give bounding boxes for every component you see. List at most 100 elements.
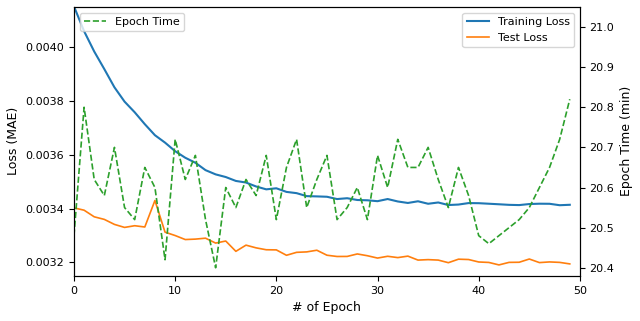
- Test Loss: [364, 254, 371, 258]
- Test Loss: [283, 253, 291, 257]
- Test Loss: [424, 258, 432, 262]
- Test Loss: [212, 241, 220, 245]
- Training Loss: [262, 187, 270, 191]
- Test Loss: [252, 246, 260, 250]
- Test Loss: [262, 248, 270, 252]
- Test Loss: [525, 257, 533, 261]
- Epoch Time: [465, 194, 472, 197]
- Training Loss: [70, 4, 78, 8]
- Training Loss: [414, 199, 422, 203]
- Training Loss: [131, 110, 138, 114]
- Epoch Time: [151, 186, 159, 189]
- Training Loss: [161, 141, 169, 144]
- Epoch Time: [394, 137, 402, 141]
- Epoch Time: [546, 166, 554, 169]
- Training Loss: [191, 161, 199, 165]
- Test Loss: [435, 258, 442, 262]
- Test Loss: [191, 237, 199, 241]
- Training Loss: [90, 49, 98, 53]
- Epoch Time: [495, 234, 503, 238]
- Test Loss: [333, 255, 341, 258]
- Training Loss: [475, 201, 483, 205]
- Epoch Time: [525, 206, 533, 210]
- Epoch Time: [252, 194, 260, 197]
- Training Loss: [222, 175, 230, 179]
- Epoch Time: [222, 186, 230, 189]
- Training Loss: [232, 179, 240, 183]
- Test Loss: [394, 256, 402, 260]
- Test Loss: [222, 239, 230, 243]
- Test Loss: [384, 254, 392, 258]
- Training Loss: [151, 133, 159, 137]
- Test Loss: [141, 225, 148, 229]
- Training Loss: [465, 201, 472, 205]
- Epoch Time: [161, 258, 169, 262]
- Training Loss: [374, 199, 381, 203]
- Training Loss: [364, 198, 371, 202]
- Epoch Time: [191, 153, 199, 157]
- Test Loss: [454, 257, 462, 261]
- Epoch Time: [343, 206, 351, 210]
- Test Loss: [485, 261, 493, 265]
- Training Loss: [454, 203, 462, 206]
- Training Loss: [141, 122, 148, 126]
- Training Loss: [80, 29, 88, 33]
- Test Loss: [404, 254, 412, 258]
- Epoch Time: [404, 166, 412, 169]
- Training Loss: [111, 85, 118, 89]
- Training Loss: [273, 187, 280, 190]
- Test Loss: [414, 258, 422, 262]
- Epoch Time: [435, 178, 442, 181]
- Training Loss: [292, 191, 300, 195]
- Epoch Time: [262, 153, 270, 157]
- Test Loss: [151, 199, 159, 203]
- Training Loss: [172, 149, 179, 153]
- Test Loss: [121, 225, 129, 229]
- Epoch Time: [141, 166, 148, 169]
- Training Loss: [424, 202, 432, 206]
- Training Loss: [333, 197, 341, 201]
- Test Loss: [131, 224, 138, 228]
- Test Loss: [323, 253, 331, 257]
- Epoch Time: [445, 206, 452, 210]
- Epoch Time: [424, 145, 432, 149]
- Training Loss: [384, 197, 392, 201]
- Test Loss: [161, 230, 169, 234]
- Test Loss: [536, 261, 543, 265]
- Training Loss: [404, 201, 412, 205]
- Training Loss: [100, 67, 108, 71]
- Test Loss: [445, 261, 452, 265]
- Training Loss: [323, 195, 331, 199]
- Epoch Time: [232, 206, 240, 210]
- Training Loss: [525, 202, 533, 206]
- Epoch Time: [414, 166, 422, 169]
- Training Loss: [556, 203, 563, 207]
- Training Loss: [505, 203, 513, 207]
- Epoch Time: [333, 218, 341, 221]
- Training Loss: [485, 202, 493, 206]
- Test Loss: [100, 218, 108, 221]
- Epoch Time: [70, 234, 78, 238]
- Test Loss: [303, 250, 310, 254]
- Training Loss: [283, 190, 291, 194]
- Epoch Time: [100, 194, 108, 197]
- Epoch Time: [475, 234, 483, 238]
- Training Loss: [212, 172, 220, 176]
- Training Loss: [252, 185, 260, 188]
- Training Loss: [495, 202, 503, 206]
- Training Loss: [353, 198, 361, 202]
- Epoch Time: [566, 97, 573, 101]
- Epoch Time: [303, 206, 310, 210]
- Training Loss: [202, 168, 209, 172]
- Epoch Time: [181, 178, 189, 181]
- Epoch Time: [242, 178, 250, 181]
- Legend: Epoch Time: Epoch Time: [79, 13, 184, 31]
- Training Loss: [515, 203, 523, 207]
- Test Loss: [566, 262, 573, 266]
- Epoch Time: [384, 186, 392, 189]
- Test Loss: [202, 236, 209, 240]
- Training Loss: [546, 202, 554, 206]
- Test Loss: [465, 257, 472, 261]
- Training Loss: [343, 196, 351, 200]
- Test Loss: [172, 234, 179, 238]
